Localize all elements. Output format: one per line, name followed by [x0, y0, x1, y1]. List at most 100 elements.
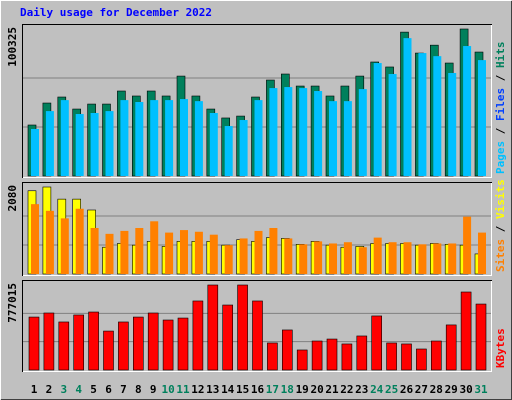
- bar: [222, 304, 233, 371]
- bar: [192, 300, 204, 371]
- bar: [135, 102, 144, 176]
- bar: [416, 348, 427, 371]
- bar: [386, 342, 397, 371]
- legend-entry: Visits: [494, 179, 507, 219]
- bar: [147, 312, 159, 371]
- x-tick-label: 23: [355, 383, 368, 396]
- x-tick-label: 1: [31, 383, 38, 396]
- bar: [269, 88, 278, 176]
- y-tick-label: 777015: [6, 283, 19, 323]
- bar: [269, 227, 278, 274]
- bar: [478, 60, 486, 177]
- bar: [209, 112, 218, 176]
- bar: [463, 46, 472, 177]
- bar: [460, 291, 472, 371]
- bar: [60, 218, 69, 274]
- x-tick-label: 30: [459, 383, 472, 396]
- bar: [388, 242, 397, 274]
- bar: [430, 340, 442, 371]
- bar: [43, 312, 55, 371]
- y-tick-label: 100325: [6, 27, 19, 67]
- x-tick-label: 22: [340, 383, 353, 396]
- x-tick-label: 17: [266, 383, 279, 396]
- x-tick-label: 4: [75, 383, 82, 396]
- bar: [403, 242, 412, 274]
- bar: [105, 233, 114, 274]
- plot-border-dark: [22, 24, 492, 178]
- bar: [433, 243, 442, 274]
- chart-title: Daily usage for December 2022: [20, 6, 212, 19]
- bar: [475, 303, 487, 371]
- bar: [448, 243, 457, 274]
- bar: [445, 324, 457, 371]
- bar: [403, 38, 412, 176]
- bar: [463, 216, 472, 274]
- legend-entry: KBytes: [494, 328, 507, 368]
- bar: [73, 314, 84, 371]
- x-tick-label: 8: [135, 383, 142, 396]
- plot-border-dark: [22, 182, 492, 276]
- bar: [162, 319, 174, 371]
- bar: [478, 232, 486, 274]
- x-tick-label: 9: [150, 383, 157, 396]
- bar: [284, 87, 293, 176]
- bar: [329, 101, 337, 176]
- x-tick-label: 25: [385, 383, 398, 396]
- bar: [180, 99, 188, 176]
- bar: [371, 315, 383, 371]
- bar: [388, 74, 397, 176]
- bar: [45, 210, 54, 274]
- bar: [31, 128, 39, 176]
- x-tick-label: 3: [60, 383, 67, 396]
- bar: [239, 120, 248, 176]
- bar: [60, 100, 69, 176]
- bar: [343, 242, 352, 274]
- bar: [194, 231, 203, 274]
- bar: [150, 100, 159, 176]
- bar: [120, 100, 129, 176]
- bar: [299, 88, 308, 176]
- bar: [284, 238, 293, 274]
- x-tick-label: 28: [430, 383, 443, 396]
- bar: [105, 111, 114, 176]
- bar: [75, 114, 84, 176]
- x-tick-label: 16: [251, 383, 265, 396]
- legend-entry: Hits: [494, 42, 507, 69]
- bar: [329, 243, 337, 274]
- x-tick-label: 18: [281, 383, 294, 396]
- x-tick-label: 5: [90, 383, 97, 396]
- bar: [373, 63, 382, 176]
- legend-separator: /: [494, 68, 507, 88]
- bar: [281, 329, 293, 371]
- bar: [448, 72, 457, 176]
- legend-separator: /: [494, 219, 507, 239]
- bar: [103, 330, 114, 371]
- bar: [224, 126, 233, 176]
- legend: KBytes: [494, 328, 507, 368]
- plot-border-light: [23, 281, 492, 372]
- bar: [326, 338, 338, 371]
- bar: [267, 342, 278, 371]
- x-tick-label: 27: [415, 383, 428, 396]
- bar: [311, 340, 323, 371]
- bar: [433, 56, 442, 176]
- bar: [237, 284, 248, 371]
- legend: Pages / Files / Hits: [494, 42, 507, 175]
- bar: [418, 53, 427, 177]
- bar: [254, 230, 263, 274]
- bar: [341, 343, 353, 371]
- plot-border-dark: [22, 280, 492, 372]
- y-tick-label: 2080: [6, 185, 19, 212]
- bar: [31, 204, 39, 274]
- bar: [207, 284, 219, 371]
- bar: [90, 227, 99, 274]
- x-tick-label: 14: [221, 383, 235, 396]
- x-tick-label: 6: [105, 383, 112, 396]
- bar: [358, 247, 367, 274]
- bar: [180, 230, 188, 274]
- x-tick-label: 24: [370, 383, 384, 396]
- x-tick-label: 12: [191, 383, 204, 396]
- bar: [239, 238, 248, 274]
